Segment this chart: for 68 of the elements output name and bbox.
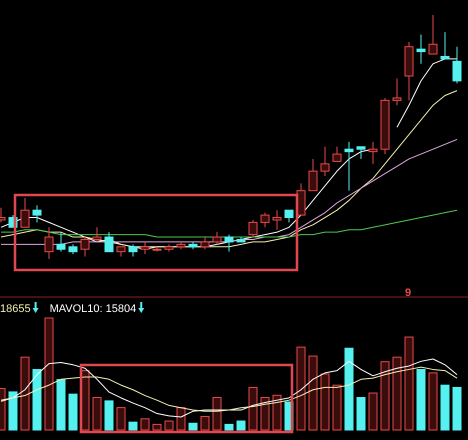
bar: [164, 420, 174, 430]
bar: [116, 407, 126, 430]
candlestick: [440, 32, 450, 60]
bar: [128, 422, 138, 430]
candlestick: [416, 34, 426, 64]
text: MAVOL10: 15804: [50, 303, 136, 315]
bar: [140, 418, 150, 430]
bar: [308, 356, 318, 430]
bar: [224, 424, 234, 430]
candlestick: [260, 212, 270, 228]
bar: [44, 318, 54, 430]
candlestick: [428, 14, 438, 55]
candlestick: [284, 210, 294, 223]
candlestick: [32, 204, 42, 223]
bar: [212, 397, 222, 430]
bar: [416, 369, 426, 430]
candlestick: [356, 146, 366, 160]
candlestick: [224, 234, 234, 252]
candlestick: [320, 146, 330, 177]
candlestick: [308, 158, 318, 192]
bar: [92, 397, 102, 430]
candlestick: [212, 232, 222, 245]
bar: [332, 384, 342, 430]
candlestick: [140, 241, 150, 255]
bar: [368, 392, 378, 430]
candlestick: [80, 236, 90, 258]
candlestick: [344, 141, 354, 192]
candlestick: [200, 236, 210, 250]
bar: [404, 336, 414, 430]
candlestick: [20, 198, 30, 228]
candlestick: [116, 246, 126, 258]
bar: [260, 397, 270, 430]
bar: [188, 422, 198, 430]
candlestick: [68, 244, 78, 255]
candlestick: [272, 210, 282, 230]
bar: [320, 374, 330, 430]
bar: [20, 356, 30, 430]
candlestick: [128, 244, 138, 258]
bar: [200, 416, 210, 430]
candlestick: [104, 232, 114, 252]
bar: [152, 424, 162, 430]
text: 9: [404, 287, 412, 299]
bar: [296, 346, 306, 430]
bar: [176, 407, 186, 430]
bar: [56, 379, 66, 430]
candlestick: [332, 146, 342, 162]
candlestick: [368, 141, 378, 164]
bar: [380, 361, 390, 430]
bar: [452, 386, 462, 430]
candlestick: [44, 226, 54, 260]
candlestick: [248, 219, 258, 238]
bar: [104, 400, 114, 430]
bar: [356, 397, 366, 430]
bar: [344, 348, 354, 430]
bar: [248, 386, 258, 430]
text: 18655: [0, 303, 31, 315]
bar: [272, 394, 282, 430]
bar: [392, 356, 402, 430]
bar: [8, 391, 18, 430]
bar: [428, 372, 438, 430]
candlestick: [56, 232, 66, 252]
candlestick: [392, 78, 402, 106]
candlestick: [92, 226, 102, 242]
bar: [236, 420, 246, 430]
bar: [32, 369, 42, 430]
candlestick: [452, 46, 462, 84]
bar: [440, 384, 450, 430]
bar: [68, 394, 78, 430]
